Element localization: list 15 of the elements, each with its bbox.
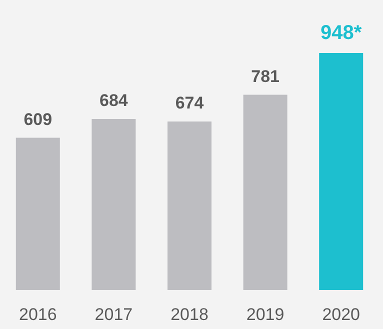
bar: [243, 94, 288, 290]
x-tick-label: 2019: [246, 305, 284, 324]
data-label: 684: [100, 91, 128, 110]
data-label: 674: [175, 94, 204, 112]
bar: [319, 53, 364, 290]
x-tick-label: 2016: [18, 305, 57, 324]
data-label: 609: [24, 110, 52, 129]
x-tick-label: 2018: [170, 305, 208, 324]
x-tick-label: 2017: [94, 305, 133, 324]
bar: [92, 119, 136, 290]
x-tick-label: 2020: [322, 305, 360, 324]
data-label: 948*: [320, 22, 362, 44]
bar: [168, 122, 212, 290]
data-label: 781: [251, 66, 280, 86]
bar: [16, 138, 60, 290]
